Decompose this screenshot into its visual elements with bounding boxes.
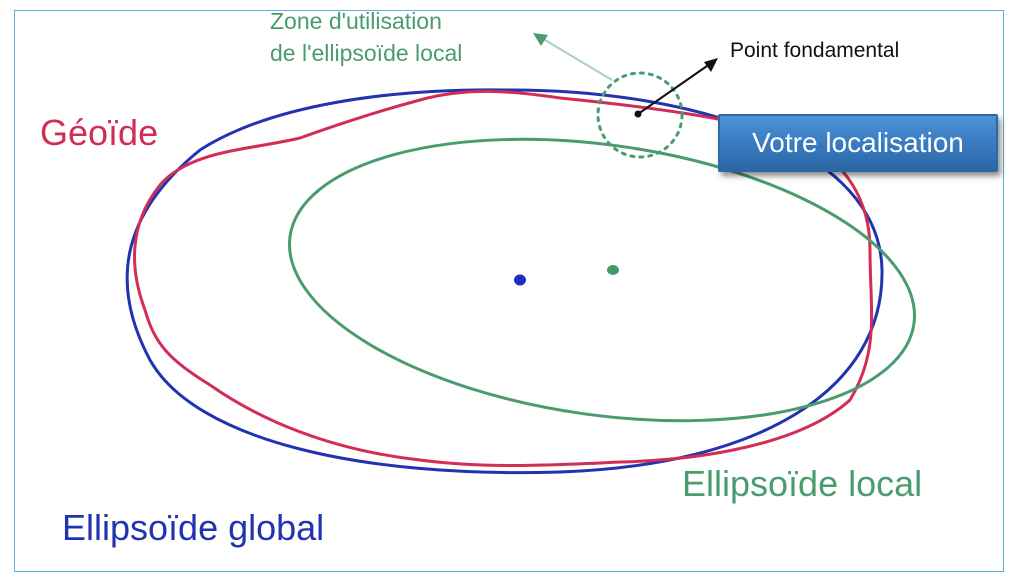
zone-of-use-circle bbox=[596, 71, 684, 159]
global-ellipsoid-label: Ellipsoïde global bbox=[62, 507, 325, 548]
zone-arrow bbox=[533, 33, 613, 81]
zone-label-line2: de l'ellipsoïde local bbox=[270, 40, 463, 66]
local-ellipsoid-label: Ellipsoïde local bbox=[682, 463, 923, 504]
local-center-dot bbox=[607, 265, 619, 275]
geoid-label: Géoïde bbox=[40, 112, 159, 153]
fundamental-point-arrow bbox=[637, 58, 718, 115]
fundamental-point-label: Point fondamental bbox=[730, 39, 900, 62]
local-ellipsoid-curve bbox=[288, 137, 916, 423]
global-ellipsoid-curve bbox=[125, 88, 884, 475]
diagram-frame bbox=[14, 10, 1004, 572]
your-location-button[interactable]: Votre localisation bbox=[718, 114, 998, 172]
global-center-dot bbox=[514, 274, 526, 286]
zone-label-line1: Zone d'utilisation bbox=[270, 8, 442, 34]
